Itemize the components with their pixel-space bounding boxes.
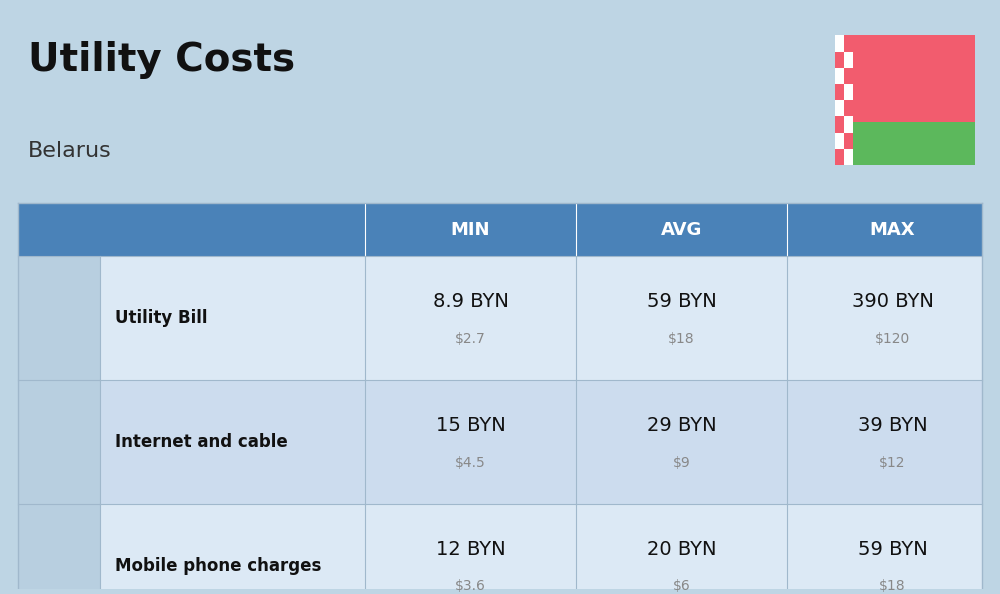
Text: Utility Costs: Utility Costs (28, 41, 295, 79)
Text: $4.5: $4.5 (455, 456, 486, 470)
Text: $2.7: $2.7 (455, 332, 486, 346)
Text: 29 BYN: 29 BYN (647, 416, 716, 435)
Text: $18: $18 (879, 579, 906, 593)
Text: 59 BYN: 59 BYN (858, 540, 927, 559)
Text: Belarus: Belarus (28, 141, 112, 162)
Bar (844, 52, 853, 68)
Text: Mobile phone charges: Mobile phone charges (115, 557, 321, 575)
Text: Utility Bill: Utility Bill (115, 309, 208, 327)
Text: MAX: MAX (870, 221, 915, 239)
Bar (835, 36, 853, 165)
Bar (844, 116, 853, 132)
Bar (18, 380, 100, 504)
Bar (18, 257, 100, 380)
Text: $6: $6 (673, 579, 690, 593)
Text: Internet and cable: Internet and cable (115, 433, 288, 451)
Text: 8.9 BYN: 8.9 BYN (433, 292, 508, 311)
Bar (844, 100, 853, 116)
Bar (18, 504, 982, 594)
Bar (844, 148, 853, 165)
Bar (835, 116, 844, 132)
Text: $120: $120 (875, 332, 910, 346)
Bar (835, 148, 844, 165)
Text: 12 BYN: 12 BYN (436, 540, 505, 559)
Bar (835, 36, 975, 122)
Text: 20 BYN: 20 BYN (647, 540, 716, 559)
Bar (18, 203, 982, 257)
Bar (18, 257, 982, 380)
Text: $18: $18 (668, 332, 695, 346)
Bar (18, 380, 982, 504)
Text: $9: $9 (673, 456, 690, 470)
Bar (844, 36, 853, 52)
Bar (835, 36, 844, 52)
Text: 39 BYN: 39 BYN (858, 416, 927, 435)
Bar (835, 132, 844, 148)
Bar (835, 36, 975, 165)
Bar (844, 132, 853, 148)
Text: AVG: AVG (661, 221, 702, 239)
Bar (18, 504, 100, 594)
Bar (835, 52, 844, 68)
Text: 59 BYN: 59 BYN (647, 292, 716, 311)
Text: 390 BYN: 390 BYN (852, 292, 933, 311)
Text: $12: $12 (879, 456, 906, 470)
Bar (835, 122, 975, 165)
Bar (844, 68, 853, 84)
Text: 15 BYN: 15 BYN (436, 416, 505, 435)
Bar (844, 84, 853, 100)
Bar (835, 84, 844, 100)
Bar (835, 68, 844, 84)
Bar (835, 100, 844, 116)
Text: MIN: MIN (451, 221, 490, 239)
Text: $3.6: $3.6 (455, 579, 486, 593)
